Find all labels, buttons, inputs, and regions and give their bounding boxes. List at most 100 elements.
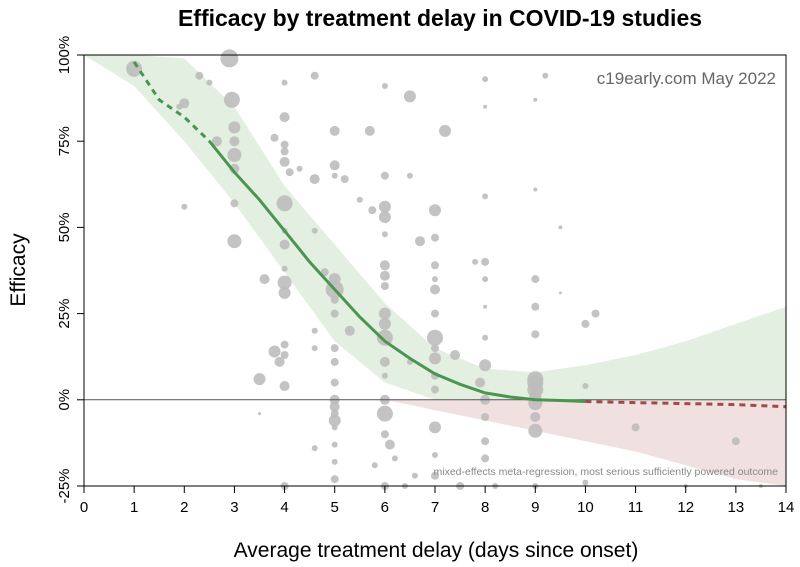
study-point bbox=[431, 261, 439, 270]
confidence-band-positive bbox=[84, 55, 786, 400]
study-point bbox=[181, 203, 188, 210]
study-point bbox=[531, 302, 540, 311]
x-tick-label: 7 bbox=[431, 499, 439, 516]
study-point bbox=[281, 265, 288, 272]
study-point bbox=[211, 136, 222, 147]
study-point bbox=[371, 462, 378, 469]
study-point bbox=[281, 79, 288, 86]
study-point bbox=[531, 330, 540, 339]
study-point bbox=[406, 172, 413, 179]
study-point bbox=[391, 455, 398, 462]
study-point bbox=[429, 204, 441, 217]
study-point bbox=[270, 133, 279, 142]
study-point bbox=[179, 98, 190, 109]
y-tick-label: 75% bbox=[56, 126, 73, 156]
study-point bbox=[482, 276, 489, 283]
study-point bbox=[330, 295, 339, 304]
x-tick-label: 0 bbox=[80, 499, 88, 516]
study-point bbox=[280, 140, 289, 149]
study-point bbox=[330, 344, 339, 353]
study-point bbox=[472, 258, 479, 265]
study-point bbox=[631, 423, 640, 432]
study-point bbox=[429, 421, 441, 434]
chart-title: Efficacy by treatment delay in COVID-19 … bbox=[178, 5, 702, 31]
study-point bbox=[381, 83, 388, 89]
study-point bbox=[280, 147, 289, 156]
x-tick-label: 8 bbox=[481, 499, 489, 516]
study-point bbox=[229, 136, 240, 147]
watermark: c19early.com May 2022 bbox=[597, 69, 776, 88]
study-point bbox=[430, 284, 440, 295]
study-point bbox=[195, 71, 204, 80]
study-point bbox=[329, 125, 340, 136]
study-point bbox=[482, 76, 489, 83]
study-point bbox=[206, 79, 213, 86]
study-point bbox=[431, 233, 439, 242]
study-point bbox=[368, 206, 377, 215]
study-point bbox=[330, 357, 339, 366]
study-point bbox=[223, 91, 240, 108]
study-point bbox=[483, 104, 488, 109]
study-point bbox=[581, 319, 590, 328]
study-point bbox=[533, 187, 538, 192]
study-point bbox=[378, 307, 391, 320]
study-point bbox=[379, 356, 390, 367]
study-point bbox=[276, 195, 293, 212]
study-point bbox=[330, 378, 339, 387]
study-point bbox=[228, 121, 241, 134]
study-point bbox=[285, 168, 294, 177]
study-point bbox=[542, 72, 549, 79]
fit-line-dashed-start bbox=[132, 61, 211, 143]
study-point bbox=[279, 239, 290, 250]
study-point bbox=[482, 334, 489, 341]
y-tick-label: 50% bbox=[56, 212, 73, 242]
study-point bbox=[279, 381, 290, 391]
study-point bbox=[227, 148, 242, 162]
study-point bbox=[533, 97, 538, 102]
study-point bbox=[279, 112, 290, 123]
study-point bbox=[482, 193, 489, 200]
study-point bbox=[381, 372, 388, 379]
study-point bbox=[376, 405, 393, 422]
study-point bbox=[582, 479, 589, 486]
y-tick-label: 0% bbox=[56, 389, 73, 411]
study-point bbox=[331, 172, 338, 179]
study-points bbox=[126, 49, 763, 490]
study-point bbox=[329, 401, 340, 412]
study-point bbox=[329, 160, 340, 171]
x-tick-label: 14 bbox=[778, 499, 795, 516]
study-point bbox=[380, 282, 389, 290]
y-tick-label: 25% bbox=[56, 299, 73, 329]
study-point bbox=[432, 276, 438, 283]
fit-line-dashed-end bbox=[585, 400, 787, 409]
study-point bbox=[296, 165, 303, 172]
study-point bbox=[479, 359, 492, 372]
study-point bbox=[331, 441, 338, 448]
study-point bbox=[330, 475, 339, 484]
y-tick-label: 100% bbox=[56, 36, 73, 74]
study-point bbox=[230, 199, 239, 208]
study-point bbox=[429, 352, 441, 365]
study-point bbox=[259, 274, 270, 285]
study-point bbox=[427, 329, 443, 346]
study-point bbox=[279, 156, 290, 167]
study-point bbox=[381, 231, 388, 238]
study-point bbox=[253, 373, 266, 386]
study-point bbox=[415, 236, 425, 247]
y-axis-label: Efficacy bbox=[7, 233, 30, 307]
study-point bbox=[274, 356, 285, 367]
study-point bbox=[330, 309, 339, 318]
study-point bbox=[309, 174, 320, 185]
study-point bbox=[380, 171, 389, 180]
x-axis: 0 1 2 3 4 5 6 7 8 9 10 11 12 13 14 bbox=[80, 486, 795, 516]
study-point bbox=[310, 71, 319, 80]
x-tick-label: 13 bbox=[728, 499, 745, 516]
x-tick-label: 12 bbox=[677, 499, 694, 516]
study-point bbox=[431, 309, 439, 318]
fit-line-solid bbox=[208, 140, 586, 403]
study-point bbox=[481, 413, 490, 421]
study-point bbox=[331, 424, 338, 431]
study-point bbox=[328, 414, 341, 427]
study-point bbox=[280, 351, 289, 359]
study-point bbox=[481, 437, 490, 446]
